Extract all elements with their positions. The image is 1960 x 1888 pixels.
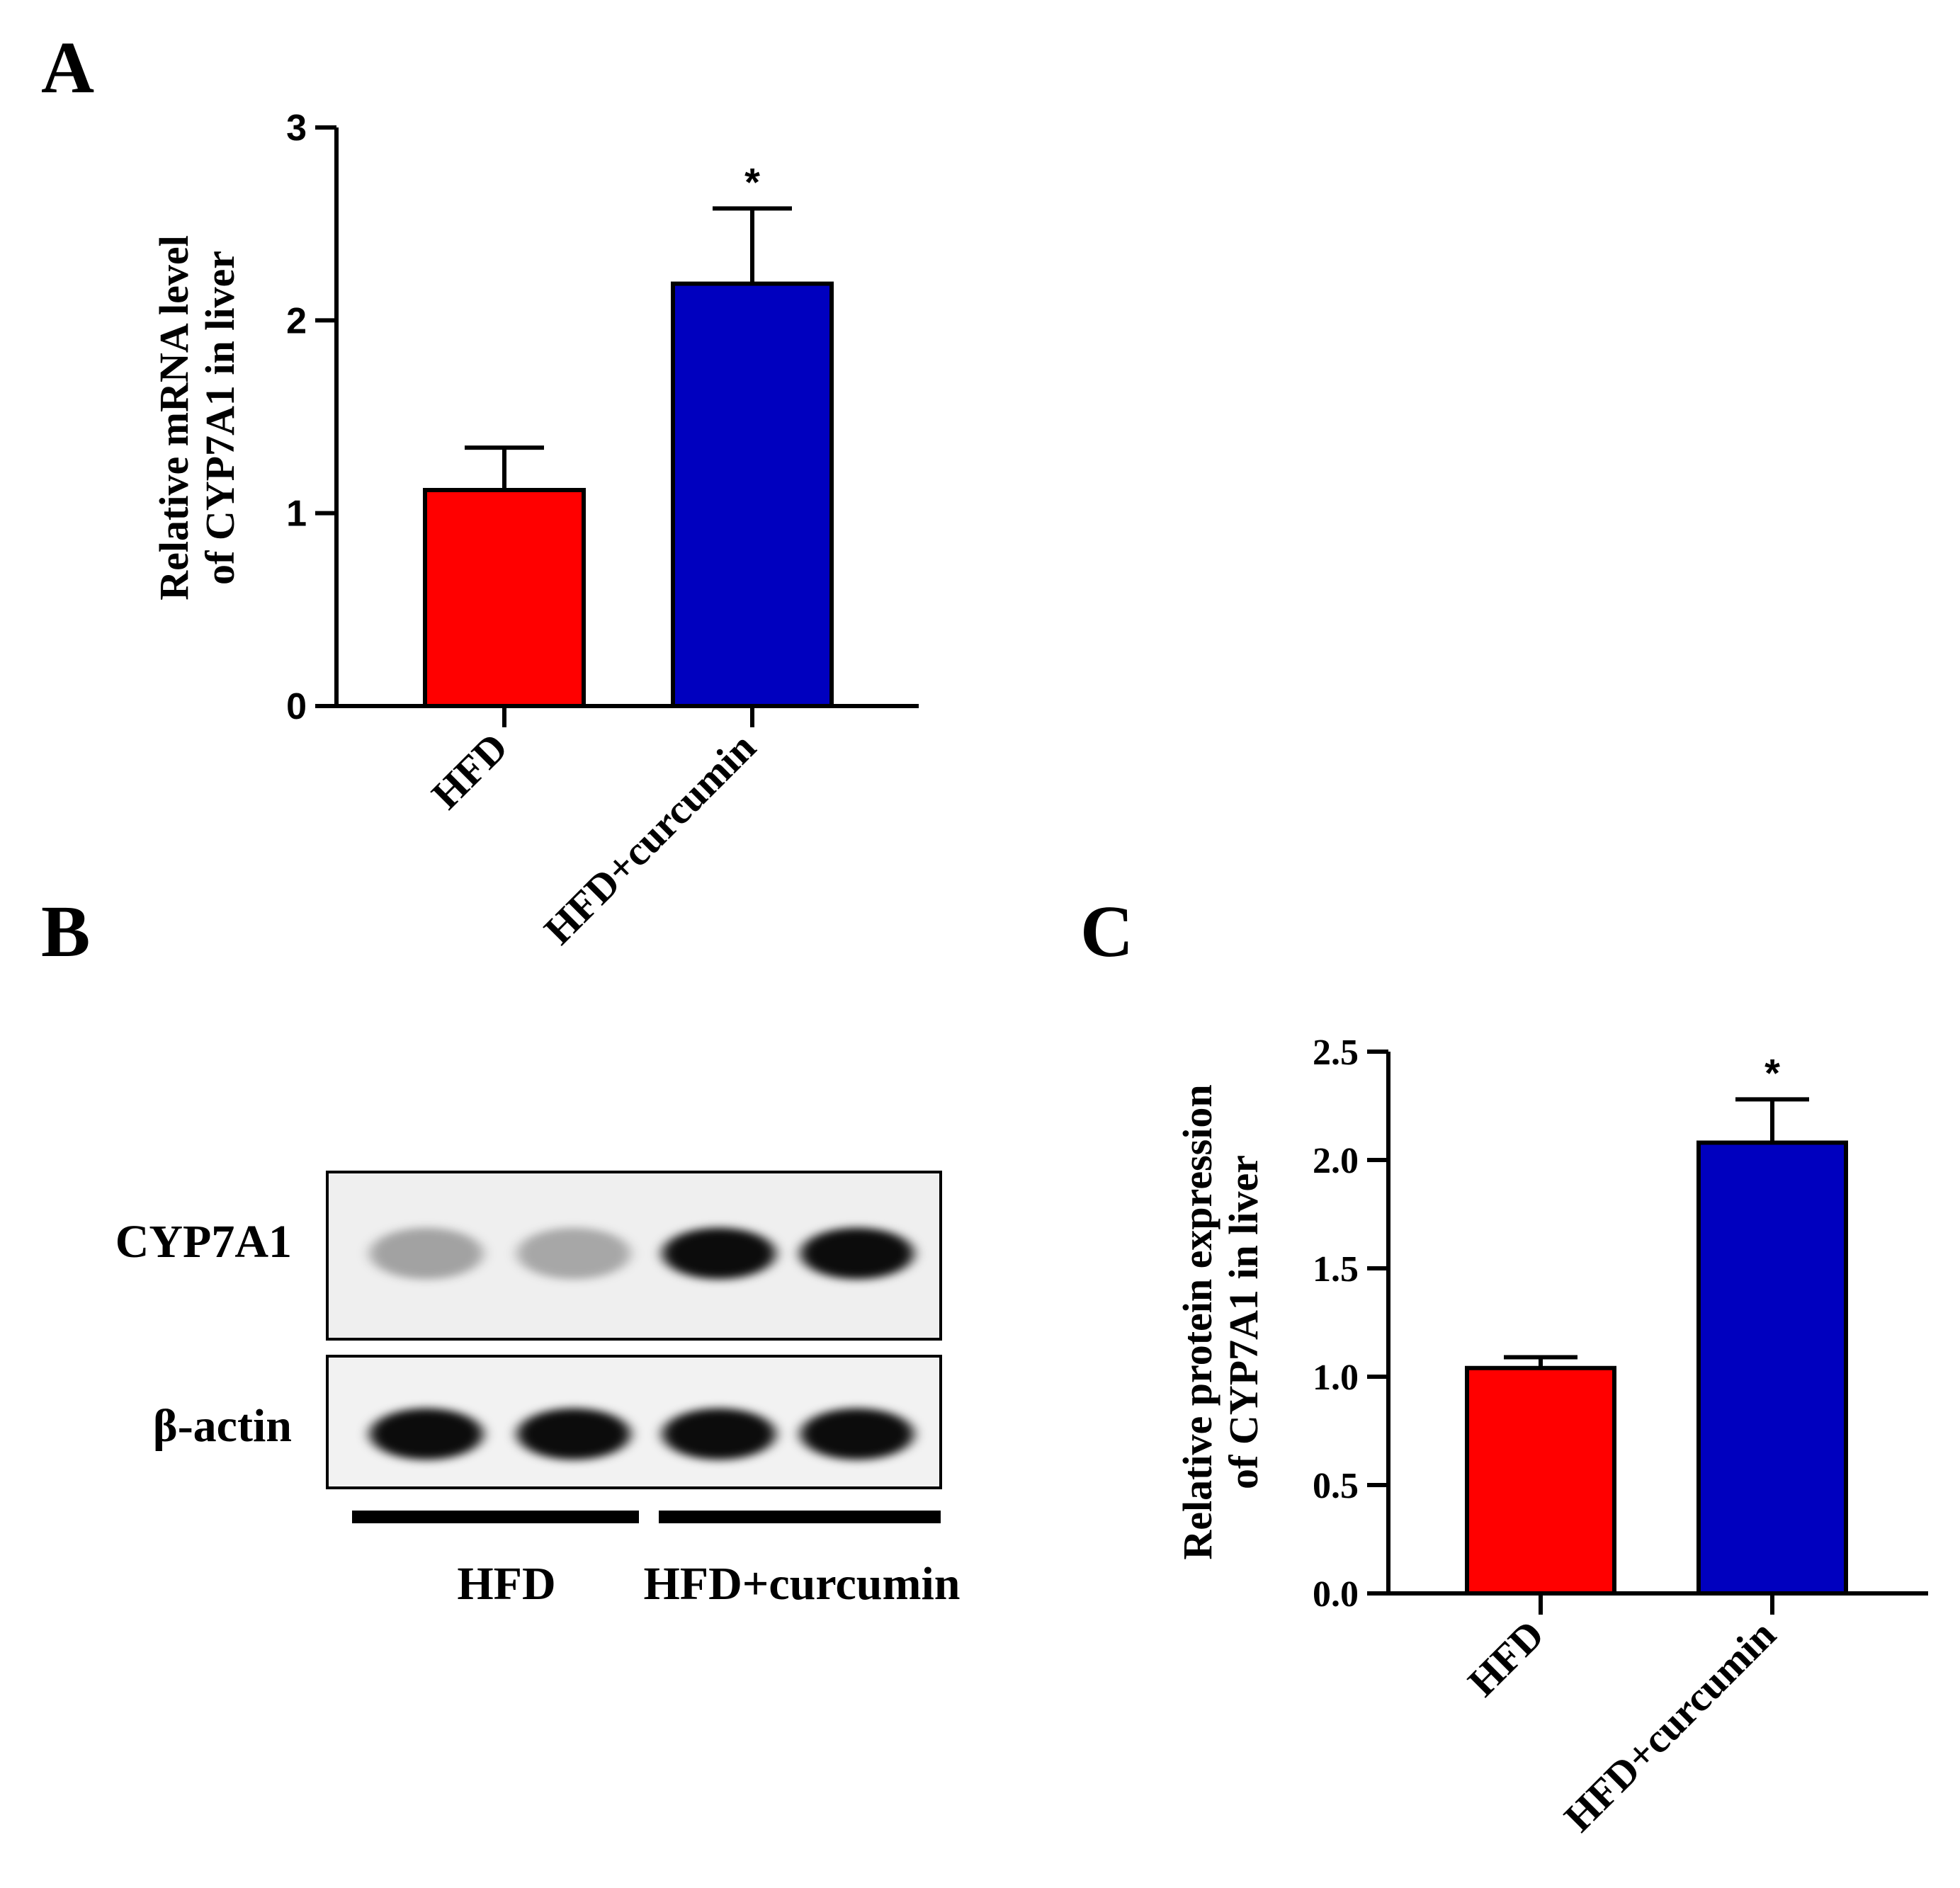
chart-c-significance-marker: * [1764,1050,1780,1095]
panel-label-c: C [1080,891,1133,972]
western-blot: CYP7A1 β-actin HFD HFD+curcumin [115,1171,961,1610]
blot-band [662,1227,776,1280]
chart-c-category-label: HFD+curcumin [1555,1611,1784,1841]
chart-a-y-label-line-1: Relative mRNA level [151,235,197,600]
chart-c: 0.0 0.5 1.0 1.5 2.0 2.5 HFD * HFD+curcumin Rela… [1174,1033,1928,1841]
blot-band [517,1227,630,1280]
chart-a-y-label-line-2: of CYP7A1 in liver [197,251,243,585]
chart-a: 0 1 2 3 HFD * HFD+curcumin Relative mRNA leve… [151,108,919,953]
blot-band [800,1408,914,1460]
chart-c-bar-hfd [1465,1365,1616,1596]
chart-a-significance-marker: * [744,159,760,204]
blot-band [517,1408,630,1460]
chart-a-bar-hfd [423,487,586,709]
blot-label-cyp7a1: CYP7A1 [115,1216,292,1268]
chart-c-y-tick-label: 2.0 [1313,1141,1359,1181]
panel-label-a: A [41,27,94,108]
chart-c-bar-hfd-curcumin [1696,1140,1848,1596]
group-label-hfd: HFD [457,1558,555,1610]
blot-band [662,1408,776,1460]
chart-c-y-tick-label: 0.0 [1313,1574,1359,1615]
chart-c-category-label: HFD [1459,1611,1553,1705]
panel-label-b: B [41,891,90,972]
chart-c-y-tick-label: 1.0 [1313,1358,1359,1398]
chart-a-y-axis-label: Relative mRNA level of CYP7A1 in liver [151,235,243,600]
chart-a-y-tick-label: 1 [286,494,307,535]
chart-a-bar-hfd-curcumin [671,281,834,708]
blot-label-actin: β-actin [153,1400,292,1452]
chart-a-y-tick-label: 0 [286,686,307,727]
blot-band [370,1408,483,1460]
chart-c-y-tick-label: 0.5 [1313,1466,1359,1506]
chart-a-category-label: HFD [423,724,517,818]
group-label-curcumin: HFD+curcumin [643,1558,960,1610]
group-bar-curcumin [659,1511,941,1523]
blot-band [370,1227,483,1280]
chart-c-y-label-line-1: Relative protein expression [1174,1084,1220,1559]
blot-band [800,1227,914,1280]
chart-c-y-axis-label: Relative protein expression of CYP7A1 in… [1174,1084,1267,1559]
chart-c-y-tick-label: 1.5 [1313,1249,1359,1290]
chart-c-y-tick-label: 2.5 [1313,1033,1359,1073]
chart-a-y-tick-label: 2 [286,300,307,341]
chart-a-y-tick-label: 3 [286,108,307,149]
group-bar-hfd [352,1511,639,1523]
chart-c-y-label-line-2: of CYP7A1 in liver [1220,1155,1267,1489]
chart-a-category-label: HFD+curcumin [535,724,764,953]
